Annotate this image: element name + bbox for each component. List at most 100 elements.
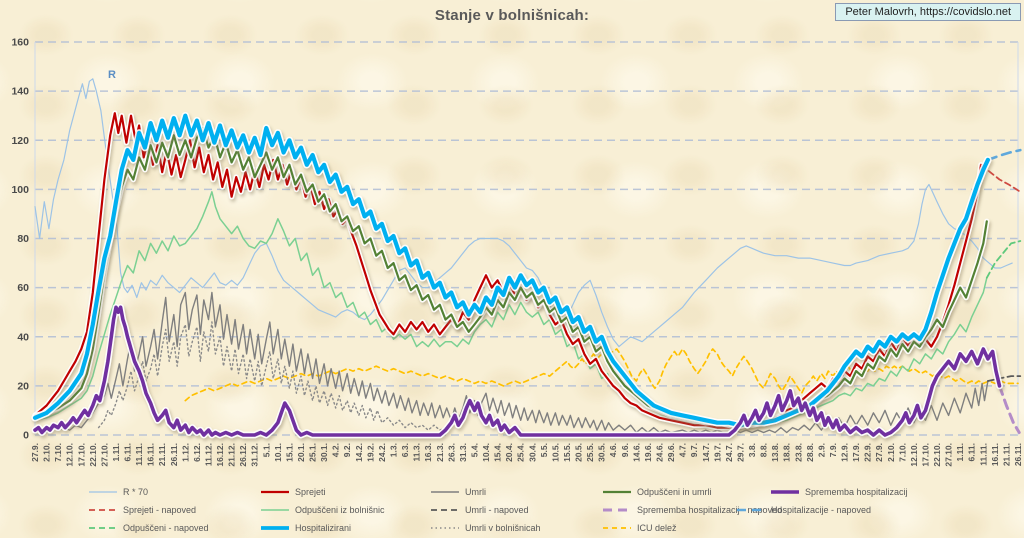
x-axis-label: 19.7. — [712, 443, 722, 462]
legend-item-icu_delez: ICU delež — [602, 520, 677, 536]
x-axis-label: 11.11. — [134, 443, 144, 466]
x-axis-label: 3.8. — [747, 443, 757, 457]
x-axis-label: 24.2. — [377, 443, 387, 462]
x-axis-label: 7.10. — [897, 443, 907, 462]
x-axis-label: 9.6. — [620, 443, 630, 457]
x-axis-label: 26.12. — [238, 443, 248, 467]
legend-label-hospitalizirani: Hospitalizirani — [295, 523, 352, 533]
legend-swatch-umrli_v_bolnisnicah — [431, 527, 459, 529]
legend-label-umrli_napoved: Umrli - napoved — [465, 505, 529, 515]
x-axis-label: 22.10. — [88, 443, 98, 467]
x-axis-label: 5.1. — [261, 443, 271, 457]
legend-label-sprejeti: Sprejeti — [295, 487, 326, 497]
x-axis-label: 2.9. — [816, 443, 826, 457]
x-axis-label: 14.6. — [631, 443, 641, 462]
x-axis-label: 7.9. — [828, 443, 838, 457]
legend-item-odpusceni_iz_bolnisnic: Odpuščeni iz bolnišnic — [260, 502, 385, 518]
legend-item-sprememba_napoved: Sprememba hospitalizacij - napoved — [602, 502, 782, 518]
x-axis-label: 13.8. — [770, 443, 780, 462]
x-axis-label: 7.10. — [53, 443, 63, 462]
x-axis-label: 6.11. — [123, 443, 133, 461]
legend-item-odpusceni_in_umrli: Odpuščeni in umrli — [602, 484, 712, 500]
legend-swatch-sprememba — [771, 490, 799, 494]
y-axis-label: 100 — [11, 184, 29, 196]
x-axis-label: 4.6. — [608, 443, 618, 457]
legend-item-odpusceni_napoved: Odpuščeni - napoved — [88, 520, 209, 536]
legend-item-umrli_v_bolnisnicah: Umrli v bolnišnicah — [430, 520, 541, 536]
legend-item-hospitalizacije_napoved: Hospitalizacije - napoved — [736, 502, 871, 518]
series-hospitalizirani — [32, 113, 991, 428]
x-axis-label: 11.3. — [412, 443, 422, 461]
y-axis-label: 160 — [11, 37, 29, 49]
x-axis-label: 14.2. — [354, 443, 364, 462]
x-axis-label: 15.4. — [493, 443, 503, 462]
x-axis-label: 22.9. — [863, 443, 873, 462]
x-axis-label: 12.10. — [65, 443, 75, 467]
x-axis-label: 24.7. — [724, 443, 734, 462]
x-axis-label: 2.10. — [886, 443, 896, 462]
x-axis-label: 27.10. — [99, 443, 109, 467]
x-axis-label: 8.8. — [759, 443, 769, 457]
legend-swatch-sprejeti_napoved — [89, 509, 117, 511]
legend-swatch-hospitalizacije_napoved — [737, 508, 765, 512]
x-axis-label: 9.7. — [689, 443, 699, 457]
y-axis-label: 80 — [17, 233, 29, 245]
x-axis-label: 6.11. — [967, 443, 977, 461]
r-annotation: R — [108, 69, 116, 81]
series-umrli_napoved — [987, 375, 1022, 382]
x-axis-label: 21.12. — [227, 443, 237, 467]
x-axis-label: 19.2. — [365, 443, 375, 462]
x-axis-label: 20.4. — [504, 443, 514, 462]
series-hospitalizacije_napoved — [986, 148, 1022, 162]
legend-item-sprememba: Sprememba hospitalizacij — [770, 484, 908, 500]
x-axis-label: 31.3. — [458, 443, 468, 462]
x-axis-label: 1.11. — [111, 443, 121, 461]
x-axis-label: 30.4. — [527, 443, 537, 462]
x-axis-label: 1.11. — [955, 443, 965, 461]
y-axis-label: 20 — [17, 380, 29, 392]
series-sprememba_napoved — [998, 384, 1021, 434]
attribution-box: Peter Malovrh, https://covidslo.net — [835, 3, 1021, 21]
x-axis-label: 26.11. — [169, 443, 179, 466]
legend-item-sprejeti_napoved: Sprejeti - napoved — [88, 502, 196, 518]
x-axis-label: 30.1. — [319, 443, 329, 462]
legend-swatch-hospitalizirani — [261, 526, 289, 530]
legend-item-sprejeti: Sprejeti — [260, 484, 326, 500]
x-axis-label: 31.12. — [250, 443, 260, 467]
x-axis-label: 10.4. — [481, 443, 491, 462]
series-odpusceni_iz_bolnisnic — [34, 191, 988, 429]
series-sprejeti — [33, 112, 983, 429]
x-axis-label: 10.5. — [550, 443, 560, 462]
x-axis-label: 25.4. — [516, 443, 526, 462]
series-sprejeti_napoved — [980, 163, 1022, 193]
legend-item-umrli: Umrli — [430, 484, 486, 500]
x-axis-label: 15.5. — [562, 443, 572, 462]
x-axis-label: 29.7. — [735, 443, 745, 462]
x-axis-label: 5.4. — [469, 443, 479, 457]
x-axis-label: 26.3. — [446, 443, 456, 462]
legend-item-r70: R * 70 — [88, 484, 148, 500]
legend-swatch-odpusceni_iz_bolnisnic — [261, 509, 289, 511]
x-axis-label: 6.12. — [192, 443, 202, 462]
x-axis-label: 18.8. — [782, 443, 792, 462]
y-axis-label: 140 — [11, 86, 29, 98]
x-axis-label: 15.1. — [284, 443, 294, 462]
legend-label-icu_delez: ICU delež — [637, 523, 677, 533]
series-icu_delez — [184, 348, 1019, 402]
legend-swatch-icu_delez — [603, 527, 631, 529]
x-axis-label: 25.1. — [308, 443, 318, 462]
y-axis-label: 60 — [17, 282, 29, 294]
y-axis-label: 120 — [11, 135, 29, 147]
x-axis-label: 21.3. — [435, 443, 445, 462]
x-axis-label: 17.9. — [851, 443, 861, 462]
x-axis-label: 2.10. — [42, 443, 52, 462]
x-axis-label: 17.10. — [76, 443, 86, 467]
x-axis-label: 6.3. — [400, 443, 410, 457]
attribution-text: Peter Malovrh, https://covidslo.net — [845, 6, 1011, 18]
legend-label-odpusceni_iz_bolnisnic: Odpuščeni iz bolnišnic — [295, 505, 385, 515]
x-axis-label: 10.1. — [273, 443, 283, 462]
x-axis-label: 17.10. — [920, 443, 930, 467]
x-axis-label: 20.5. — [574, 443, 584, 462]
x-axis-label: 12.9. — [840, 443, 850, 462]
